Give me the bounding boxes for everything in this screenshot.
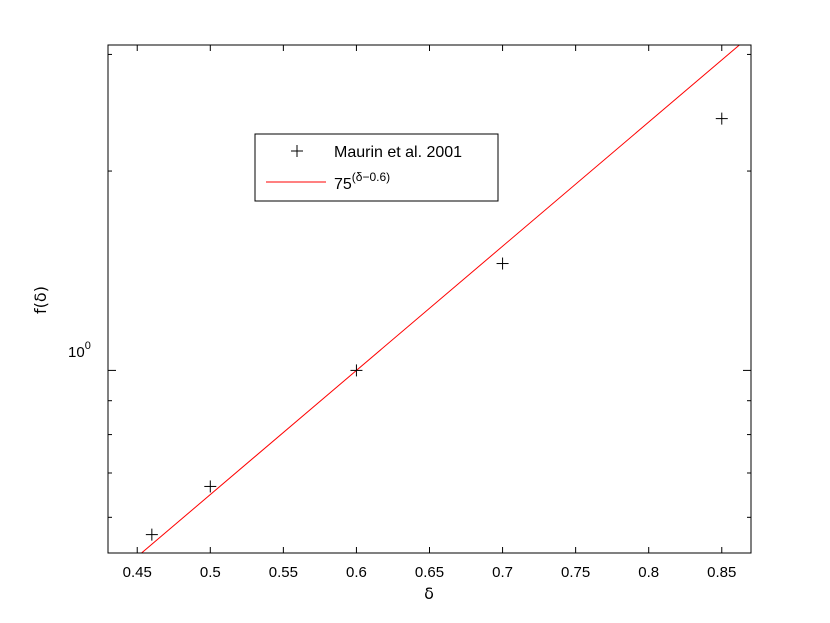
x-tick-label: 0.65 [415, 564, 444, 581]
legend-marker-plus [291, 145, 303, 157]
legend: Maurin et al. 2001 75(δ−0.6) [254, 133, 499, 202]
x-tick-label: 0.85 [707, 564, 736, 581]
axes-frame [107, 44, 752, 554]
legend-fit-base: 75 [334, 176, 352, 193]
x-tick-label: 0.5 [200, 564, 221, 581]
y-tick-label: 100 [68, 340, 91, 361]
data-point [350, 364, 363, 377]
y-tick-base: 10 [68, 344, 85, 361]
y-axis-label: f(δ) [31, 286, 50, 314]
data-point [145, 528, 158, 541]
legend-label-maurin: Maurin et al. 2001 [334, 144, 462, 161]
y-tick-exponent: 0 [85, 340, 91, 352]
x-tick-label: 0.55 [269, 564, 298, 581]
data-point [204, 480, 217, 493]
legend-fit-exponent: (δ−0.6) [352, 170, 390, 184]
data-point [715, 112, 728, 125]
x-tick-label: 0.7 [492, 564, 513, 581]
x-tick-label: 0.45 [123, 564, 152, 581]
plot-area [108, 45, 751, 553]
fit-line [140, 45, 741, 553]
x-tick-label: 0.8 [638, 564, 659, 581]
legend-box [254, 133, 499, 202]
data-point [496, 257, 509, 270]
legend-label-fit: 75(δ−0.6) [334, 170, 390, 193]
x-tick-label: 0.6 [346, 564, 367, 581]
x-tick-label: 0.75 [561, 564, 590, 581]
x-axis-label: δ [424, 584, 434, 603]
